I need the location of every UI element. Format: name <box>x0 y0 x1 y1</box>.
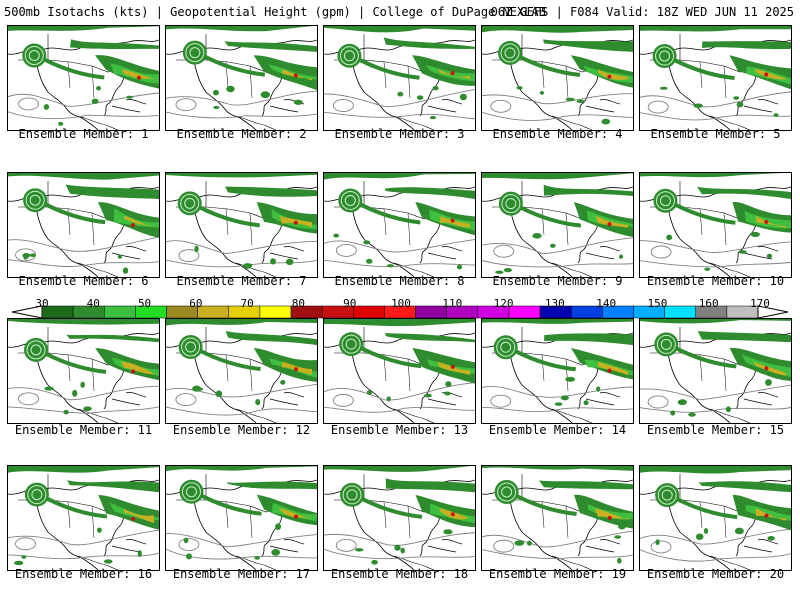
ensemble-member-map <box>639 465 792 571</box>
colorbar-tick-label: 90 <box>343 297 357 310</box>
colorbar-tick-label: 150 <box>647 297 668 310</box>
colorbar-swatch <box>104 305 136 319</box>
colorbar-swatch <box>353 305 385 319</box>
ensemble-member-label: Ensemble Member: 9 <box>492 274 623 288</box>
ensemble-member-label: Ensemble Member: 13 <box>330 423 469 437</box>
colorbar-tick-label: 60 <box>189 297 203 310</box>
ensemble-member-map <box>165 465 318 571</box>
colorbar-tick-label: 70 <box>240 297 254 310</box>
ensemble-member-label: Ensemble Member: 11 <box>14 423 153 437</box>
ensemble-member-label: Ensemble Member: 20 <box>646 567 785 581</box>
colorbar-swatch <box>508 305 541 319</box>
colorbar-tick-label: 30 <box>35 297 49 310</box>
colorbar-tick-label: 50 <box>137 297 152 310</box>
ensemble-member-map <box>639 172 792 278</box>
ensemble-member-map <box>323 172 476 278</box>
ensemble-member-map <box>7 25 160 131</box>
ensemble-member-map <box>165 172 318 278</box>
ensemble-member-label: Ensemble Member: 2 <box>176 127 307 141</box>
ensemble-member-map <box>323 318 476 424</box>
ensemble-member-map <box>481 318 634 424</box>
ensemble-member-label: Ensemble Member: 17 <box>172 567 311 581</box>
ensemble-member-label: Ensemble Member: 16 <box>14 567 153 581</box>
ensemble-member-map <box>481 465 634 571</box>
ensemble-member-label: Ensemble Member: 1 <box>18 127 149 141</box>
ensemble-member-label: Ensemble Member: 19 <box>488 567 627 581</box>
ensemble-member-label: Ensemble Member: 15 <box>646 423 785 437</box>
ensemble-member-label: Ensemble Member: 7 <box>176 274 307 288</box>
ensemble-member-map <box>7 465 160 571</box>
map-title: 500mb Isotachs (kts) | Geopotential Heig… <box>4 5 546 19</box>
ensemble-member-label: Ensemble Member: 3 <box>334 127 465 141</box>
ensemble-member-map <box>7 172 160 278</box>
ensemble-member-map <box>165 318 318 424</box>
colorbar-tick-label: 40 <box>86 297 100 310</box>
colorbar-tick-label: 170 <box>750 297 770 310</box>
ensemble-member-label: Ensemble Member: 18 <box>330 567 469 581</box>
ensemble-member-map <box>481 25 634 131</box>
ensemble-member-label: Ensemble Member: 10 <box>646 274 785 288</box>
ensemble-member-map <box>323 465 476 571</box>
colorbar-tick-label: 120 <box>493 297 514 310</box>
ensemble-member-map <box>639 25 792 131</box>
colorbar-swatch <box>259 305 292 319</box>
ensemble-member-map <box>7 318 160 424</box>
ensemble-member-map <box>481 172 634 278</box>
ensemble-member-map <box>165 25 318 131</box>
ensemble-member-label: Ensemble Member: 5 <box>650 127 781 141</box>
ensemble-member-map <box>639 318 792 424</box>
ensemble-member-label: Ensemble Member: 12 <box>172 423 311 437</box>
run-info: 06Z GEFS | F084 Valid: 18Z WED JUN 11 20… <box>490 5 794 19</box>
colorbar-tick-label: 130 <box>544 297 565 310</box>
colorbar-right-arrow <box>757 305 789 319</box>
ensemble-member-map <box>323 25 476 131</box>
colorbar-tick-label: 110 <box>442 297 463 310</box>
ensemble-member-label: Ensemble Member: 4 <box>492 127 623 141</box>
colorbar-swatch <box>664 305 696 319</box>
ensemble-member-label: Ensemble Member: 6 <box>18 274 149 288</box>
colorbar-tick-label: 140 <box>596 297 617 310</box>
ensemble-member-label: Ensemble Member: 14 <box>488 423 627 437</box>
colorbar-tick-label: 80 <box>291 297 306 310</box>
colorbar-tick-label: 160 <box>698 297 719 310</box>
isotach-colorbar <box>11 305 789 319</box>
ensemble-member-label: Ensemble Member: 8 <box>334 274 465 288</box>
colorbar-tick-label: 100 <box>391 297 411 310</box>
